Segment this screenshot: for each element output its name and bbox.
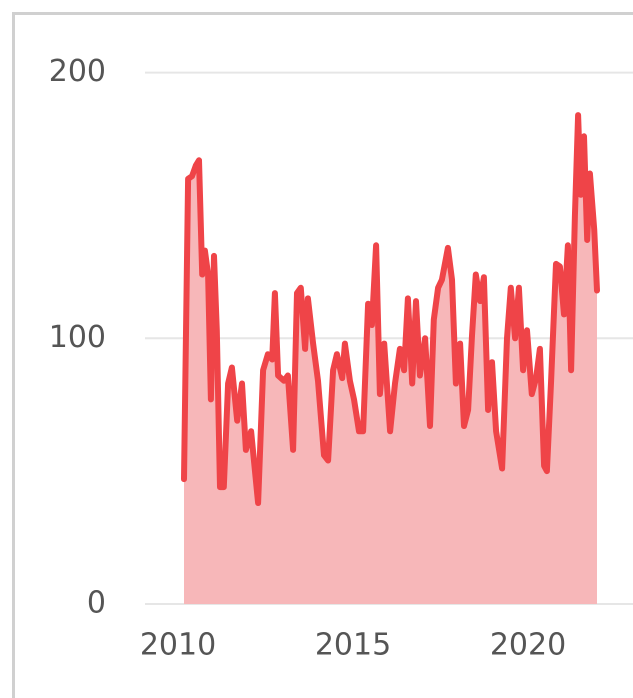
panel-border — [12, 12, 633, 698]
x-tick-label: 2015 — [315, 628, 391, 663]
x-tick-label: 2020 — [490, 628, 566, 663]
x-tick-label: 2010 — [140, 628, 216, 663]
y-tick-label: 100 — [49, 320, 106, 355]
y-tick-label: 0 — [87, 586, 106, 621]
y-tick-label: 200 — [49, 54, 106, 89]
area-fill — [184, 115, 597, 604]
line — [181, 112, 600, 506]
